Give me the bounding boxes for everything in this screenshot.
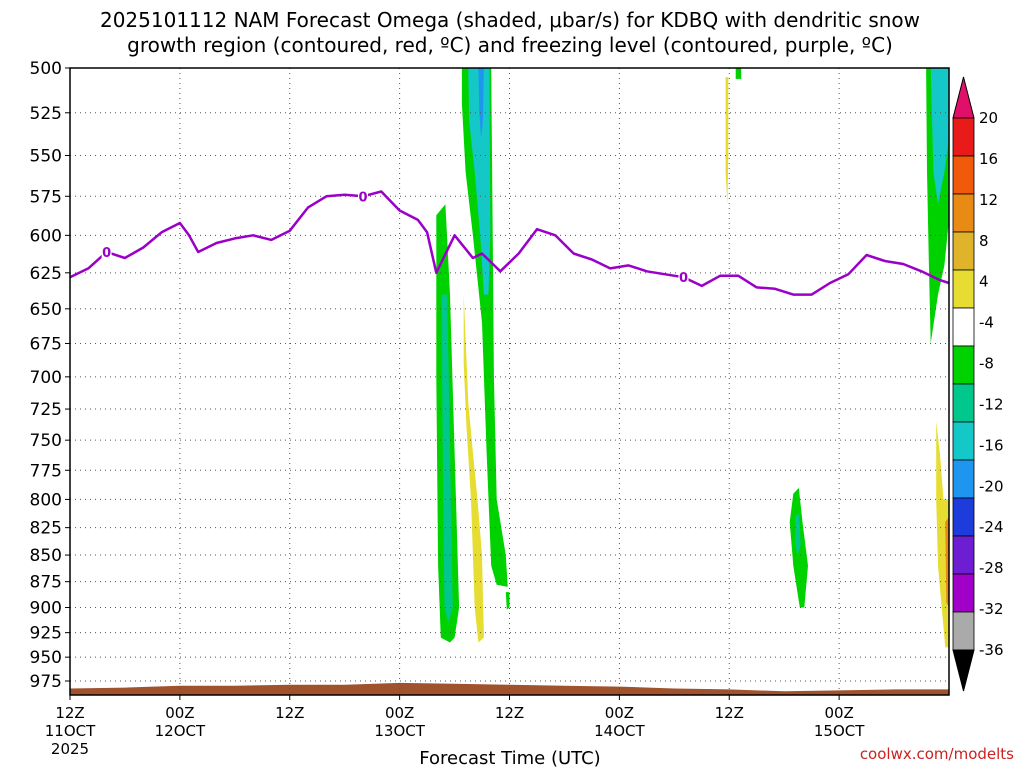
omega-region-green-blob-2b <box>505 592 510 610</box>
colorbar-tick-label: -20 <box>979 477 1004 495</box>
y-tick-label: 775 <box>30 461 62 481</box>
colorbar-tick-label: 12 <box>979 191 998 209</box>
x-tick-label-time: 00Z <box>385 704 414 722</box>
colorbar-tick-label: -4 <box>979 314 994 332</box>
credit-text[interactable]: coolwx.com/modelts <box>860 745 1014 763</box>
colorbar-bin <box>952 421 975 461</box>
x-tick-label-date: 12OCT <box>155 722 206 740</box>
y-tick-label: 500 <box>30 59 62 79</box>
x-tick-label-date: 11OCT <box>45 722 96 740</box>
omega-region-orange-blob-end <box>945 516 949 608</box>
colorbar: 20 16 12 8 4 -4 -8 -12 -16 -20 -24 -28 -32 -36 <box>952 76 1004 692</box>
colorbar-tick-label: -12 <box>979 395 1004 413</box>
colorbar-bottom-arrow <box>952 649 975 692</box>
colorbar-tick-label: 4 <box>979 273 989 291</box>
y-tick-label: 875 <box>30 573 62 593</box>
freezing-label-bg <box>101 244 112 260</box>
y-tick-label: 975 <box>30 672 62 692</box>
colorbar-tick-label: -36 <box>979 641 1004 659</box>
colorbar-tick-label: -16 <box>979 436 1004 454</box>
colorbar-bin <box>952 497 975 537</box>
chart-title-line1: 2025101112 NAM Forecast Omega (shaded, μ… <box>100 8 920 32</box>
y-tick-label: 825 <box>30 519 62 539</box>
colorbar-tick-label: 20 <box>979 109 998 127</box>
y-tick-label: 600 <box>30 226 62 246</box>
freezing-level-label: 0 <box>679 271 688 286</box>
omega-shaded-regions <box>436 68 949 648</box>
x-tick-label-time: 00Z <box>605 704 634 722</box>
x-axis-label: Forecast Time (UTC) <box>419 748 600 768</box>
y-tick-label: 900 <box>30 599 62 619</box>
freezing-level-label: 0 <box>358 190 367 205</box>
colorbar-bin <box>952 269 975 309</box>
x-tick-label-time: 12Z <box>715 704 744 722</box>
y-axis-ticks: 500 525 550 575 600 625 650 675 700 725 750 775 800 8… <box>30 59 70 692</box>
colorbar-bin <box>952 573 975 613</box>
y-tick-label: 800 <box>30 490 62 510</box>
colorbar-tick-label: -32 <box>979 600 1004 618</box>
x-tick-label-time: 00Z <box>824 704 853 722</box>
colorbar-bin <box>952 193 975 233</box>
colorbar-bin <box>952 611 975 651</box>
omega-region-green-column-2 <box>461 68 508 587</box>
y-tick-label: 750 <box>30 431 62 451</box>
x-tick-label-date: 15OCT <box>814 722 865 740</box>
omega-region-yellow-sliver-12z <box>725 77 729 205</box>
x-tick-label-time: 00Z <box>165 704 194 722</box>
colorbar-top-arrow <box>952 76 975 119</box>
x-tick-label-time: 12Z <box>495 704 524 722</box>
omega-region-yellow-blob-end <box>936 421 949 648</box>
omega-region-teal-column-2 <box>468 68 491 295</box>
colorbar-bin <box>952 307 975 347</box>
colorbar-bin <box>952 345 975 385</box>
colorbar-bin <box>952 155 975 195</box>
freezing-level-line <box>69 190 950 296</box>
colorbar-bin <box>952 231 975 271</box>
y-tick-label: 650 <box>30 300 62 320</box>
freezing-level-label: 0 <box>102 246 111 261</box>
colorbar-tick-label: -28 <box>979 559 1004 577</box>
freezing-label-bg <box>678 269 689 285</box>
colorbar-bin <box>952 459 975 499</box>
y-tick-label: 525 <box>30 104 62 124</box>
x-tick-label-time: 12Z <box>55 704 84 722</box>
colorbar-bin <box>952 535 975 575</box>
y-tick-label: 950 <box>30 648 62 668</box>
x-tick-label-time: 12Z <box>275 704 304 722</box>
colorbar-tick-label: -8 <box>979 355 994 373</box>
x-tick-label-date: 13OCT <box>374 722 425 740</box>
x-tick-label-date: 14OCT <box>594 722 645 740</box>
freezing-label-bg <box>358 188 368 204</box>
omega-region-yellow-column-1 <box>463 294 484 643</box>
omega-region-teal-column-end <box>930 68 949 205</box>
y-tick-label: 925 <box>30 624 62 644</box>
y-tick-label: 675 <box>30 334 62 354</box>
omega-region-teal-blob-18z <box>795 513 801 556</box>
colorbar-tick-label: 8 <box>979 232 989 250</box>
chart-title-line2: growth region (contoured, red, ºC) and f… <box>127 33 893 57</box>
y-tick-label: 700 <box>30 368 62 388</box>
colorbar-tick-label: -24 <box>979 518 1004 536</box>
colorbar-bin <box>952 383 975 423</box>
omega-region-teal-core-1 <box>441 294 453 623</box>
y-tick-label: 850 <box>30 546 62 566</box>
freezing-level-contour: 0 0 0 <box>69 188 950 296</box>
omega-region-blue-core-2 <box>478 68 484 139</box>
colorbar-tick-label: 16 <box>979 150 998 168</box>
y-tick-label: 725 <box>30 400 62 420</box>
y-tick-label: 575 <box>30 187 62 207</box>
x-tick-label-year: 2025 <box>51 740 89 758</box>
y-tick-label: 625 <box>30 264 62 284</box>
colorbar-bin <box>952 117 975 157</box>
plot-area: 0 0 0 <box>69 67 950 696</box>
omega-region-green-dot-12z <box>735 68 742 79</box>
y-tick-label: 550 <box>30 146 62 166</box>
